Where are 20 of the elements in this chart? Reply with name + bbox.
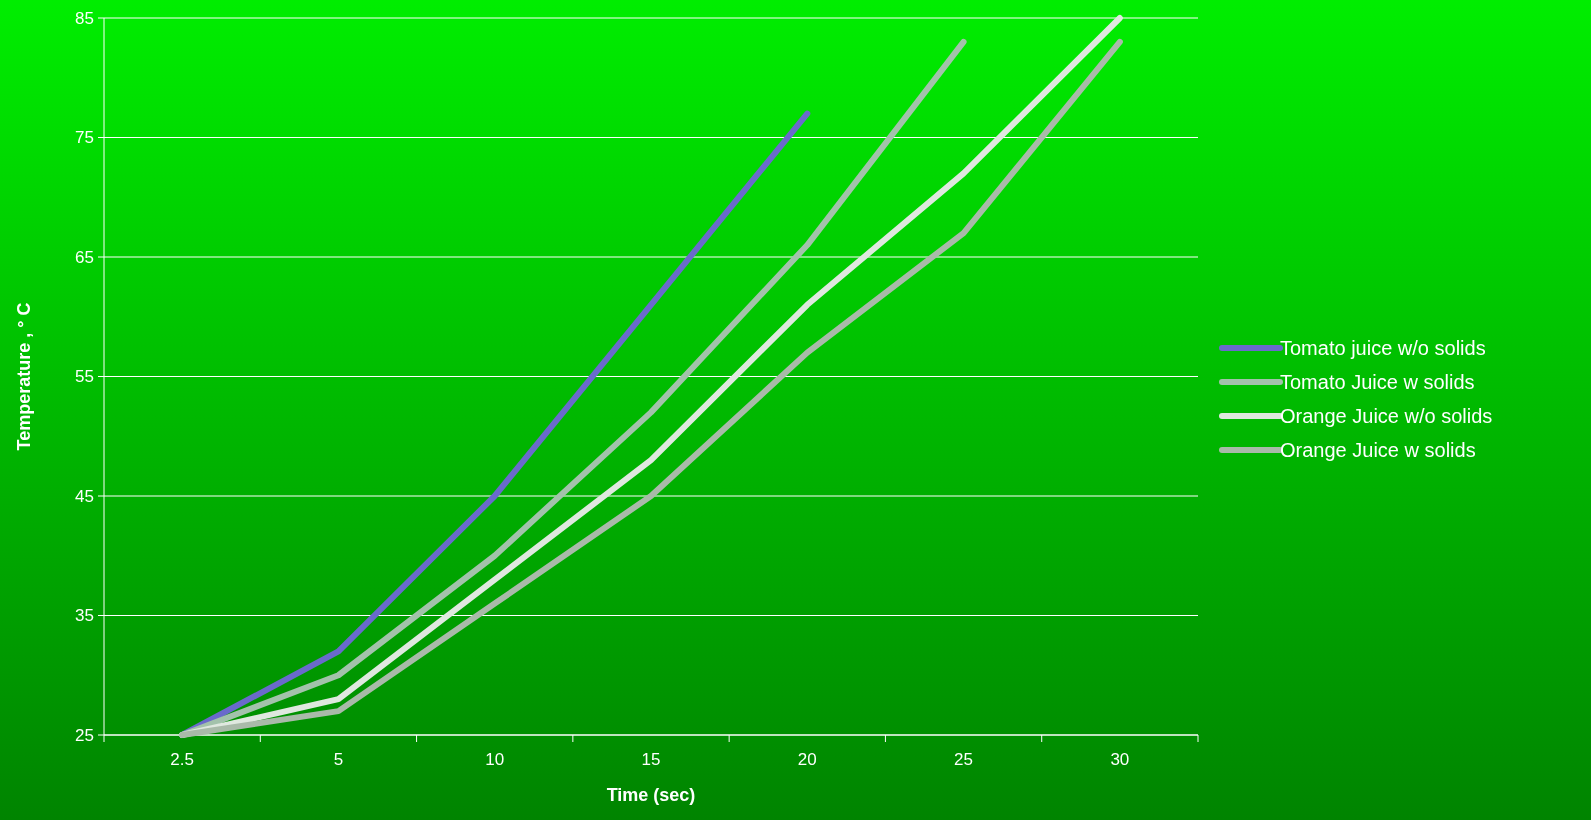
y-tick-label: 35	[75, 606, 94, 626]
y-axis-title: Temperature , ° C	[14, 302, 34, 451]
x-tick-label: 10	[485, 750, 505, 769]
y-tick-label: 85	[75, 8, 94, 28]
x-tick-label: 15	[641, 750, 661, 769]
y-tick-label: 25	[75, 725, 94, 745]
y-tick-label: 65	[75, 247, 94, 267]
x-axis-title: Time (sec)	[606, 785, 696, 805]
legend-label: Orange Juice w/o solids	[1280, 405, 1493, 427]
x-tick-label: 5	[333, 750, 344, 769]
x-tick-label: 30	[1110, 750, 1130, 769]
x-tick-label: 25	[954, 750, 974, 769]
y-tick-label: 45	[75, 486, 94, 506]
legend-label: Tomato Juice w solids	[1280, 371, 1475, 393]
y-tick-label: 55	[75, 367, 94, 387]
x-tick-label: 20	[797, 750, 817, 769]
y-tick-label: 75	[75, 128, 94, 148]
x-tick-label: 2.5	[170, 750, 194, 769]
legend-label: Orange Juice w solids	[1280, 439, 1476, 461]
legend-label: Tomato juice w/o solids	[1280, 337, 1486, 359]
